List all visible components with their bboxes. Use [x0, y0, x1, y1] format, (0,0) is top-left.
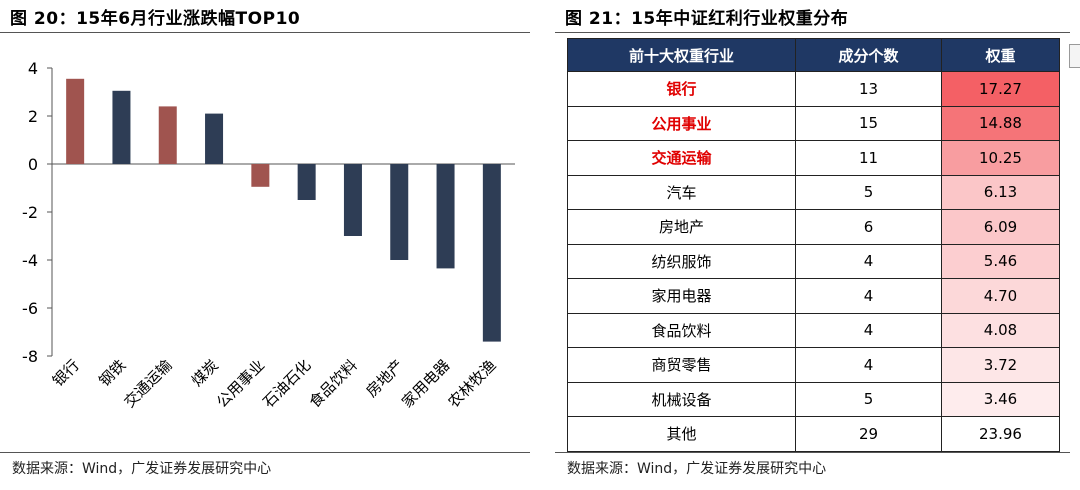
cell-industry: 家用电器	[567, 278, 796, 314]
table-row: 房地产 6 6.09	[567, 209, 1060, 245]
cell-count: 5	[795, 174, 942, 210]
bar	[66, 78, 85, 164]
cell-industry: 食品饮料	[567, 312, 796, 348]
x-tick-label: 交通运输	[120, 356, 175, 411]
cell-count: 4	[795, 347, 942, 383]
cell-industry: 公用事业	[567, 105, 796, 141]
x-tick-label: 煤炭	[188, 356, 222, 390]
source-rule	[555, 452, 1070, 453]
scroll-handle[interactable]	[1069, 44, 1080, 68]
cell-industry: 机械设备	[567, 381, 796, 417]
x-tick-label: 食品饮料	[306, 356, 361, 411]
cell-weight: 4.08	[941, 312, 1060, 348]
y-tick-label: 4	[28, 59, 38, 78]
cell-count: 4	[795, 243, 942, 279]
y-tick-label: 2	[28, 107, 38, 126]
cell-industry: 纺织服饰	[567, 243, 796, 279]
title-rule	[555, 32, 1070, 33]
y-tick-label: -8	[22, 347, 38, 366]
cell-weight: 23.96	[941, 416, 1060, 452]
bar	[343, 164, 362, 236]
x-tick-label: 房地产	[363, 356, 408, 401]
bar	[390, 164, 409, 260]
table-header-row: 前十大权重行业 成分个数 权重	[567, 38, 1060, 72]
right-source-note: 数据来源：Wind，广发证券发展研究中心	[567, 461, 827, 477]
weight-table: 前十大权重行业 成分个数 权重 银行 13 17.27 公用事业 15 14.88 交通运输…	[567, 38, 1060, 452]
cell-weight: 6.13	[941, 174, 1060, 210]
cell-weight: 10.25	[941, 140, 1060, 176]
cell-industry: 其他	[567, 416, 796, 452]
header-industry: 前十大权重行业	[567, 38, 796, 72]
x-tick-label: 家用电器	[398, 356, 453, 411]
cell-industry: 交通运输	[567, 140, 796, 176]
cell-count: 13	[795, 71, 942, 107]
header-weight: 权重	[941, 38, 1060, 72]
y-tick-label: -2	[22, 203, 38, 222]
bar	[112, 90, 131, 164]
table-row: 银行 13 17.27	[567, 71, 1060, 107]
table-row: 机械设备 5 3.46	[567, 381, 1060, 417]
table-row: 交通运输 11 10.25	[567, 140, 1060, 176]
header-count: 成分个数	[795, 38, 942, 72]
cell-weight: 6.09	[941, 209, 1060, 245]
cell-weight: 14.88	[941, 105, 1060, 141]
cell-count: 4	[795, 278, 942, 314]
cell-weight: 17.27	[941, 71, 1060, 107]
table-row: 其他 29 23.96	[567, 416, 1060, 452]
cell-count: 29	[795, 416, 942, 452]
cell-industry: 银行	[567, 71, 796, 107]
right-figure-title: 图 21：15年中证红利行业权重分布	[565, 9, 849, 29]
table-row: 纺织服饰 4 5.46	[567, 243, 1060, 279]
title-rule	[0, 32, 530, 33]
cell-industry: 商贸零售	[567, 347, 796, 383]
cell-industry: 汽车	[567, 174, 796, 210]
x-tick-label: 钢铁	[95, 356, 129, 390]
source-rule	[0, 452, 530, 453]
cell-industry: 房地产	[567, 209, 796, 245]
cell-count: 4	[795, 312, 942, 348]
y-tick-label: -6	[22, 299, 38, 318]
bar	[251, 164, 270, 187]
x-tick-label: 石油石化	[259, 356, 314, 411]
table-row: 商贸零售 4 3.72	[567, 347, 1060, 383]
cell-weight: 4.70	[941, 278, 1060, 314]
left-figure: 图 20：15年6月行业涨跌幅TOP10 4 2 0 -2 -4 -6 -8 银行 钢铁 交通运输…	[0, 9, 530, 477]
cell-count: 6	[795, 209, 942, 245]
bar	[436, 164, 455, 269]
bar	[158, 106, 177, 164]
cell-count: 11	[795, 140, 942, 176]
left-figure-title: 图 20：15年6月行业涨跌幅TOP10	[10, 9, 301, 29]
right-figure: 图 21：15年中证红利行业权重分布 前十大权重行业 成分个数 权重 银行 13 1…	[555, 0, 1070, 490]
table-row: 汽车 5 6.13	[567, 174, 1060, 210]
table-row: 家用电器 4 4.70	[567, 278, 1060, 314]
x-tick-label: 银行	[49, 356, 83, 390]
y-tick-label: 0	[28, 155, 38, 174]
y-tick-label: -4	[22, 251, 38, 270]
table-row: 食品饮料 4 4.08	[567, 312, 1060, 348]
cell-weight: 3.72	[941, 347, 1060, 383]
bar	[482, 164, 501, 342]
x-tick-label: 农林牧渔	[445, 356, 500, 411]
cell-weight: 3.46	[941, 381, 1060, 417]
x-tick-label: 公用事业	[213, 356, 268, 411]
cell-weight: 5.46	[941, 243, 1060, 279]
cell-count: 15	[795, 105, 942, 141]
left-source-note: 数据来源：Wind，广发证券发展研究中心	[12, 461, 272, 477]
bar	[297, 164, 316, 200]
cell-count: 5	[795, 381, 942, 417]
table-row: 公用事业 15 14.88	[567, 105, 1060, 141]
bar	[205, 113, 224, 164]
